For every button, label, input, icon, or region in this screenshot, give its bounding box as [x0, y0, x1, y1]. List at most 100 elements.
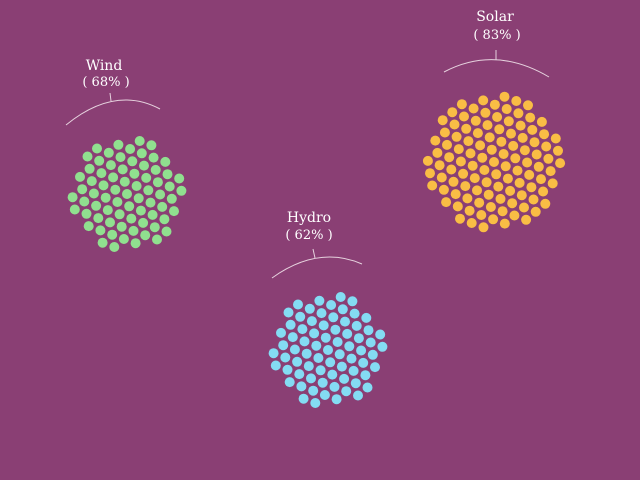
wind-dot: [114, 209, 125, 220]
hydro-dot: [334, 349, 345, 360]
solar-dot: [466, 218, 477, 228]
hydro-dot: [336, 361, 347, 372]
hydro-label-tick: [312, 248, 316, 259]
wind-dot: [139, 160, 149, 171]
wind-dot: [94, 155, 105, 166]
solar-dot: [530, 206, 541, 217]
hydro-dot: [331, 394, 342, 405]
wind-value-label: ( 68% ): [82, 75, 129, 90]
wind-dot: [150, 164, 161, 175]
solar-dot: [553, 145, 563, 156]
solar-dot: [513, 108, 524, 119]
hydro-dot: [329, 381, 340, 392]
hydro-dot: [360, 370, 371, 381]
hydro-dot: [298, 393, 309, 404]
hydro-dot: [294, 369, 305, 380]
solar-dot: [472, 185, 482, 196]
solar-dot: [482, 120, 493, 131]
wind-dot: [84, 163, 95, 174]
solar-dot: [550, 133, 561, 144]
wind-dot: [128, 225, 139, 236]
wind-dot: [98, 180, 109, 191]
solar-dot: [441, 197, 452, 208]
hydro-dot: [280, 352, 291, 363]
wind-dot: [113, 139, 124, 150]
solar-value-label: ( 83% ): [473, 28, 520, 43]
solar-dot: [492, 112, 503, 122]
hydro-dot: [303, 361, 314, 372]
wind-dot: [86, 176, 97, 187]
solar-dot: [493, 181, 504, 192]
wind-dot: [152, 234, 162, 245]
hydro-dots: [268, 292, 388, 408]
hydro-dot: [316, 308, 327, 319]
solar-dot: [501, 104, 512, 114]
hydro-dot: [365, 337, 376, 348]
solar-dot: [503, 116, 514, 127]
wind-dot: [155, 189, 166, 200]
wind-dot: [83, 221, 94, 232]
solar-dot: [483, 189, 494, 200]
solar-dot: [480, 107, 491, 118]
hydro-dot: [349, 308, 360, 319]
hydro-dot: [347, 296, 358, 307]
hydro-dot: [315, 365, 326, 376]
hydro-dot: [330, 324, 341, 335]
hydro-dot: [287, 332, 298, 343]
solar-dot: [467, 160, 478, 171]
hydro-dot: [318, 320, 329, 331]
solar-dot: [485, 202, 496, 212]
solar-dot: [469, 173, 480, 184]
wind-dot: [157, 201, 168, 212]
solar-dot: [505, 185, 516, 196]
solar-dot: [511, 96, 522, 106]
wind-dot: [67, 192, 78, 203]
solar-dot: [464, 205, 475, 216]
wind-dot: [109, 242, 120, 252]
wind-dot: [135, 205, 146, 216]
hydro-dot: [361, 312, 372, 323]
hydro-dot: [293, 299, 303, 310]
hydro-dot: [350, 378, 361, 389]
solar-dot: [463, 136, 474, 147]
hydro-dot: [310, 398, 321, 408]
hydro-dot: [370, 362, 380, 373]
hydro-dot: [377, 341, 388, 352]
solar-dot: [444, 152, 455, 163]
solar-dot: [540, 198, 551, 209]
solar-dot: [484, 132, 495, 143]
hydro-dot: [335, 292, 346, 302]
solar-dot: [536, 174, 546, 185]
hydro-dot: [348, 365, 359, 376]
wind-dot: [93, 213, 104, 224]
solar-dot: [461, 123, 472, 134]
wind-dot: [100, 192, 111, 203]
wind-dot: [127, 156, 138, 167]
solar-dot: [498, 149, 509, 159]
solar-dot: [478, 222, 489, 233]
solar-dot: [502, 173, 513, 184]
solar-dot: [499, 91, 510, 102]
wind-dot: [108, 172, 119, 183]
solar-dot: [439, 127, 450, 138]
hydro-dot: [285, 319, 296, 330]
solar-dot: [519, 202, 529, 213]
solar-dot: [506, 128, 516, 139]
solar-dot: [510, 153, 521, 164]
solar-dot: [465, 148, 476, 159]
hydro-dot: [282, 364, 293, 375]
solar-dot: [488, 214, 499, 225]
hydro-label: Hydro: [287, 210, 331, 226]
hydro-dot: [292, 356, 303, 367]
wind-dot: [103, 147, 114, 158]
solar-dot: [447, 107, 458, 118]
solar-dot: [495, 193, 506, 204]
hydro-dot: [278, 340, 289, 351]
cluster-wind: Wind ( 68% ): [65, 58, 187, 252]
solar-dot: [500, 161, 511, 172]
solar-dot: [555, 158, 566, 169]
hydro-dot: [339, 373, 350, 384]
wind-dot: [176, 185, 187, 196]
solar-dot: [524, 169, 535, 180]
wind-dot: [141, 172, 152, 183]
